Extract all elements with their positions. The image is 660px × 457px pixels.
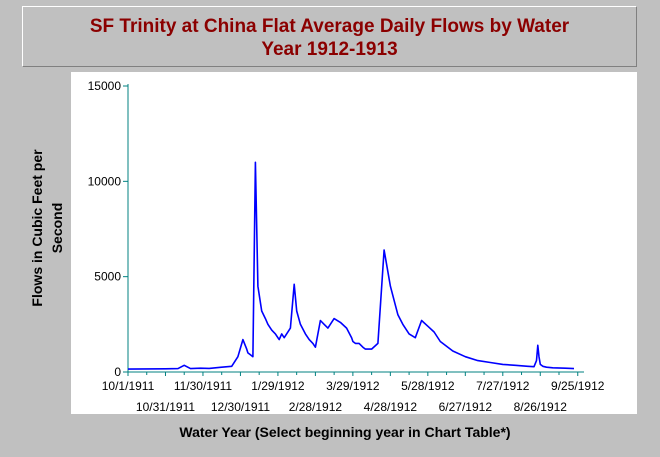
y-tick-label: 15000: [88, 79, 122, 93]
x-tick-label: 12/30/1911: [211, 400, 270, 414]
chart-title-line-2: Year 1912-1913: [261, 39, 398, 60]
y-axis-title-line-2: Second: [49, 203, 65, 254]
chart-title-line-1: SF Trinity at China Flat Average Daily F…: [89, 16, 570, 37]
x-tick-label: 2/28/1912: [289, 400, 343, 414]
y-axis-title-line-1: Flows in Cubic Feet per: [29, 149, 45, 307]
chart-title: SF Trinity at China Flat Average Daily F…: [23, 15, 636, 61]
flow-series-line: [127, 161, 575, 370]
x-tick-label: 10/31/1911: [136, 400, 195, 414]
x-tick-label: 7/27/1912: [476, 379, 530, 393]
y-tick-label: 10000: [88, 174, 122, 188]
y-tick-label: 5000: [94, 270, 121, 284]
series-group: [127, 161, 575, 370]
axes: 0 5000 10000 15000 10/1/1911 10/31/1911 11/30/…: [88, 79, 605, 414]
chart-title-box: SF Trinity at China Flat Average Daily F…: [22, 6, 637, 67]
plot-background: [71, 72, 637, 414]
x-tick-label: 5/28/1912: [401, 379, 455, 393]
x-tick-label: 10/1/1911: [102, 379, 155, 393]
x-tick-label: 6/27/1912: [439, 400, 493, 414]
x-tick-label: 8/26/1912: [514, 400, 568, 414]
y-tick-label: 0: [114, 365, 121, 379]
x-tick-label: 1/29/1912: [251, 379, 305, 393]
y-axis-title: Flows in Cubic Feet per Second: [29, 149, 65, 307]
x-axis-title: Water Year (Select beginning year in Cha…: [179, 424, 510, 440]
x-tick-label: 9/25/1912: [551, 379, 605, 393]
x-tick-label: 4/28/1912: [364, 400, 418, 414]
x-tick-label: 11/30/1911: [174, 379, 233, 393]
x-tick-label: 3/29/1912: [326, 379, 380, 393]
